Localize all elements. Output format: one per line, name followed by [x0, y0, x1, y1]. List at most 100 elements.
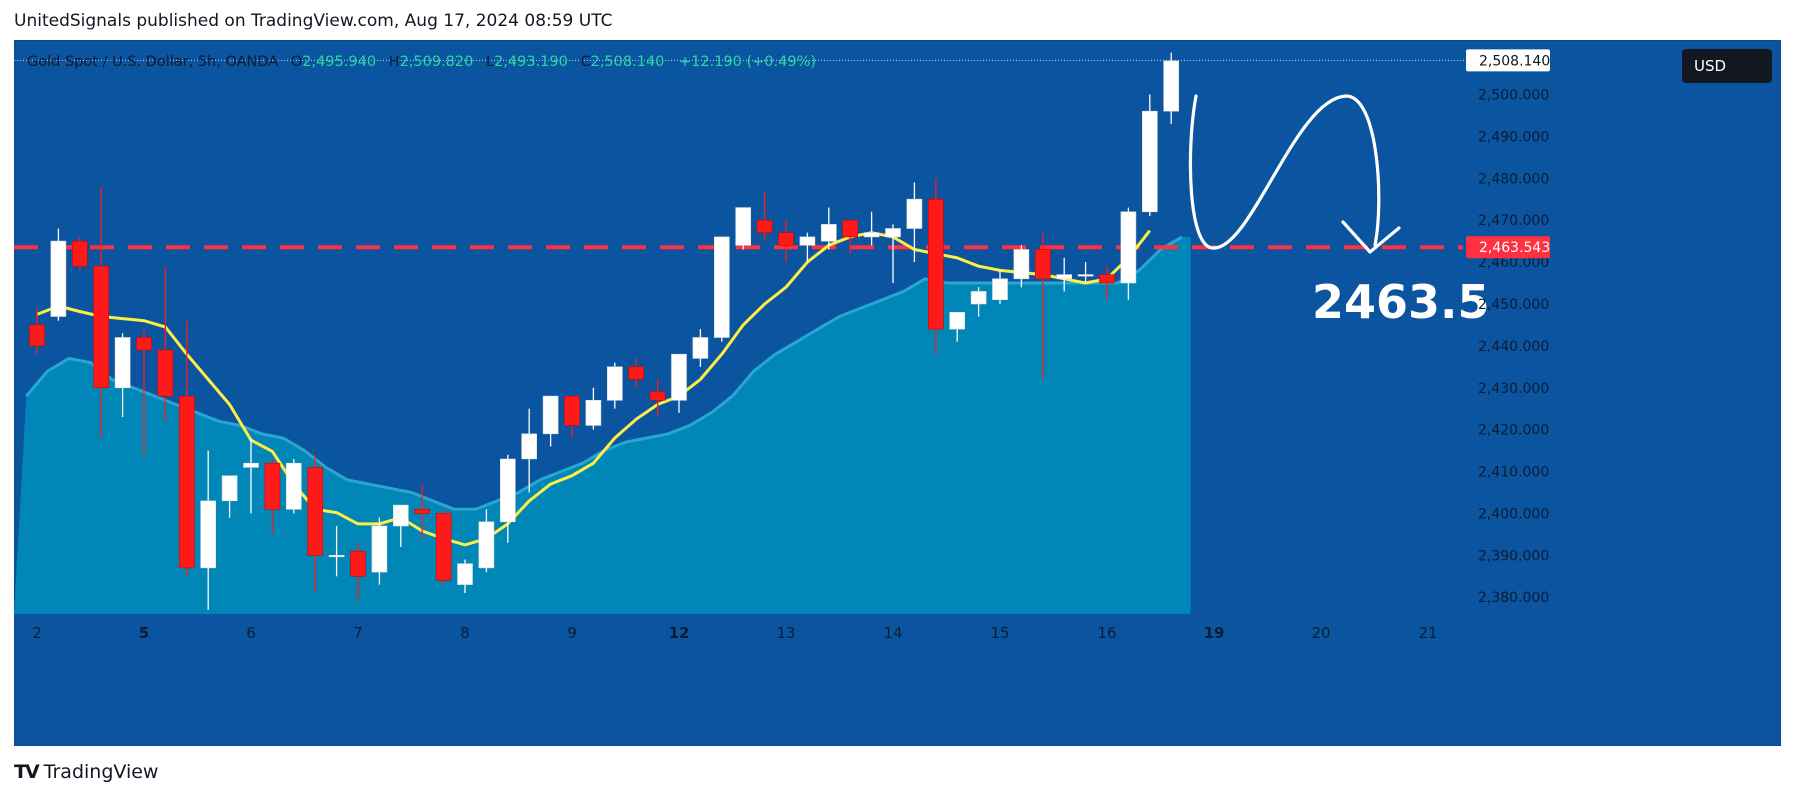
y-axis-tick-label: 2,430.000: [1478, 381, 1549, 397]
candle-bull: [200, 500, 216, 569]
close-label: C: [580, 54, 591, 70]
publisher-line: UnitedSignals published on TradingView.c…: [14, 11, 613, 31]
candle-bear: [72, 240, 88, 267]
x-axis-tick-label: 14: [883, 624, 902, 642]
candle-bull: [585, 399, 602, 426]
candle-bull: [542, 395, 559, 435]
candle-bear: [179, 395, 195, 569]
candle-bull: [499, 458, 516, 523]
x-axis-tick-label: 9: [567, 624, 577, 642]
candle-bear: [649, 391, 666, 401]
candle-bear: [307, 467, 324, 556]
candle-bull: [692, 337, 709, 359]
x-axis-tick-label: 21: [1418, 624, 1437, 642]
high-label: H: [388, 54, 400, 70]
tradingview-logo[interactable]: TV TradingView: [14, 760, 158, 784]
candle-bear: [1099, 274, 1115, 284]
candle-bull: [371, 525, 388, 573]
candle-bull: [221, 475, 238, 502]
candle-bull: [1056, 274, 1072, 280]
y-axis-tick-label: 2,380.000: [1478, 590, 1549, 606]
candle-bear: [756, 219, 773, 234]
candle-bull: [243, 462, 259, 468]
low-value: 2,493.190: [494, 54, 568, 70]
candle-bear: [29, 324, 45, 347]
x-axis-tick-label: 12: [669, 624, 690, 642]
candle-bull: [478, 521, 495, 569]
candle-bear: [842, 219, 859, 238]
x-axis-tick-label: 20: [1311, 624, 1330, 642]
y-axis-tick-label: 2,400.000: [1478, 506, 1549, 522]
candle-bull: [50, 240, 67, 317]
candle-bull: [970, 291, 987, 305]
currency-button[interactable]: USD: [1682, 49, 1772, 83]
x-axis-tick-label: 16: [1097, 624, 1116, 642]
candle-bull: [285, 462, 302, 510]
projection-arrow-head: [1341, 220, 1401, 254]
candle-bull: [606, 366, 623, 401]
candle-bull: [863, 232, 880, 238]
low-label: L: [485, 54, 495, 70]
y-axis-tick-label: 2,460.000: [1478, 255, 1549, 271]
symbol-legend: Gold Spot / U.S. Dollar, 5h, OANDA O2,49…: [27, 54, 816, 70]
candle-bear: [927, 198, 944, 330]
candle-bull: [820, 224, 837, 242]
open-label: O: [290, 54, 303, 70]
x-axis-tick-label: 8: [460, 624, 470, 642]
y-axis-tick-label: 2,390.000: [1478, 548, 1549, 564]
candle-bear: [350, 550, 366, 577]
candle-bull: [457, 563, 473, 585]
x-axis-tick-label: 7: [353, 624, 363, 642]
close-value: 2,508.140: [590, 54, 665, 70]
last-price-tag: [1466, 49, 1550, 72]
x-axis-tick-label: 19: [1204, 624, 1225, 642]
candle-bull: [671, 353, 687, 401]
candle-bear: [778, 232, 794, 246]
y-axis-tick-label: 2,420.000: [1478, 423, 1549, 439]
change-value: +12.190 (+0.49%): [679, 54, 817, 70]
candle-bear: [414, 508, 431, 514]
y-axis-tick-label: 2,480.000: [1478, 171, 1549, 187]
y-axis-tick-label: 2,500.000: [1478, 88, 1549, 104]
open-value: 2,495.940: [302, 54, 377, 70]
candle-bull: [1077, 274, 1094, 277]
candle-bull: [1163, 60, 1179, 112]
candle-bear: [628, 366, 645, 380]
candle-bull: [992, 278, 1008, 300]
candle-bear: [564, 395, 580, 426]
candle-bull: [1013, 249, 1030, 280]
x-axis-tick-label: 13: [776, 624, 795, 642]
candle-bear: [264, 462, 281, 510]
x-axis-tick-label: 2: [32, 624, 42, 642]
candle-bull: [521, 433, 538, 460]
x-axis-tick-label: 5: [139, 624, 149, 642]
ema-line: [36, 229, 1151, 547]
candle-bull: [713, 236, 730, 338]
high-value: 2,509.820: [399, 54, 474, 70]
y-axis-tick-label: 2,450.000: [1478, 297, 1549, 313]
candle-bull: [906, 198, 923, 229]
y-axis-tick-label: 2,440.000: [1478, 339, 1549, 355]
symbol-title: Gold Spot / U.S. Dollar, 5h, OANDA: [27, 54, 279, 70]
tradingview-logo-mark: TV: [14, 761, 40, 783]
candle-bull: [1120, 211, 1137, 284]
candle-bull: [735, 207, 752, 246]
candle-bear: [93, 265, 109, 389]
candle-bull: [885, 228, 901, 238]
tradingview-logo-text: TradingView: [43, 761, 159, 783]
candle-bear: [157, 349, 174, 397]
candle-bear: [136, 337, 152, 351]
candle-bear: [435, 513, 452, 581]
candle-bull: [1142, 110, 1158, 213]
level-price-tag-text: 2,463.543: [1479, 240, 1550, 256]
target-price-label: 2463.5: [1312, 275, 1490, 329]
candle-bull: [328, 554, 345, 558]
y-axis-tick-label: 2,470.000: [1478, 213, 1549, 229]
x-axis-tick-label: 15: [990, 624, 1009, 642]
candle-bull: [799, 236, 816, 246]
y-axis-tick-label: 2,490.000: [1478, 129, 1549, 145]
candle-bull: [392, 504, 409, 527]
last-price-tag-text: 2,508.140: [1479, 53, 1550, 69]
candle-bull: [114, 337, 131, 389]
